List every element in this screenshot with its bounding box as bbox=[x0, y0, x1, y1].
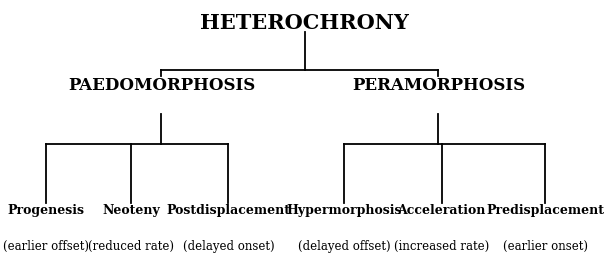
Text: Postdisplacement: Postdisplacement bbox=[166, 203, 290, 216]
Text: (earlier onset): (earlier onset) bbox=[502, 239, 588, 252]
Text: (earlier offset): (earlier offset) bbox=[2, 239, 89, 252]
Text: (increased rate): (increased rate) bbox=[394, 239, 489, 252]
Text: PERAMORPHOSIS: PERAMORPHOSIS bbox=[352, 76, 525, 93]
Text: HETEROCHRONY: HETEROCHRONY bbox=[200, 13, 409, 33]
Text: PAEDOMORPHOSIS: PAEDOMORPHOSIS bbox=[68, 76, 255, 93]
Text: Neoteny: Neoteny bbox=[102, 203, 160, 216]
Text: Predisplacement: Predisplacement bbox=[486, 203, 604, 216]
Text: Acceleration: Acceleration bbox=[397, 203, 486, 216]
Text: (reduced rate): (reduced rate) bbox=[88, 239, 174, 252]
Text: (delayed offset): (delayed offset) bbox=[298, 239, 390, 252]
Text: Hypermorphosis: Hypermorphosis bbox=[286, 203, 402, 216]
Text: Progenesis: Progenesis bbox=[7, 203, 84, 216]
Text: (delayed onset): (delayed onset) bbox=[183, 239, 274, 252]
